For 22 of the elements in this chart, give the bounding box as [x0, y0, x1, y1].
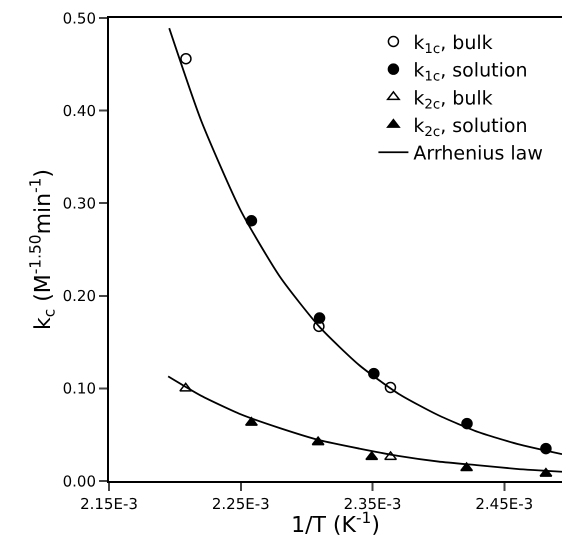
legend-label: k$_{1c}$, bulk [413, 32, 493, 57]
legend-label: k$_{2c}$, solution [413, 114, 528, 140]
point [365, 451, 378, 460]
y-tick-label: 0.40 [62, 102, 96, 120]
legend-label: Arrhenius law [413, 142, 543, 165]
line-series [168, 27, 562, 456]
legend-label: k$_{2c}$, bulk [413, 87, 493, 112]
line-series [167, 375, 562, 473]
y-tick-label: 0.50 [62, 9, 96, 28]
x-tick-label: 2.45E-3 [475, 495, 534, 513]
y-tick-label: 0.30 [62, 194, 96, 212]
x-tick-label: 2.15E-3 [80, 495, 138, 513]
point [314, 312, 326, 324]
legend-label: k$_{1c}$, solution [413, 60, 528, 85]
point [180, 52, 192, 64]
y-tick-label: 0.20 [62, 287, 96, 306]
x-tick-label: 2.25E-3 [212, 495, 270, 513]
point [539, 468, 552, 477]
point [244, 416, 258, 426]
y-tick-label: 0.00 [62, 472, 96, 490]
point [460, 462, 474, 472]
y-tick-label: 0.10 [62, 380, 96, 398]
